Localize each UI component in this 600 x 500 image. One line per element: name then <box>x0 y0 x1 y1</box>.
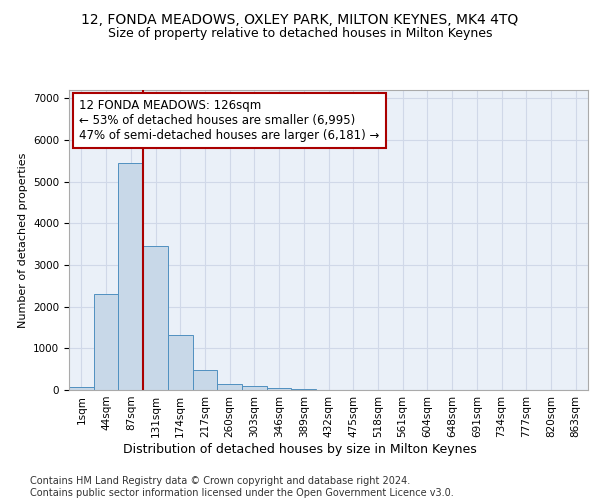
Y-axis label: Number of detached properties: Number of detached properties <box>17 152 28 328</box>
Bar <box>143 246 168 390</box>
Bar <box>217 384 242 390</box>
Bar <box>193 370 217 390</box>
Text: Distribution of detached houses by size in Milton Keynes: Distribution of detached houses by size … <box>123 442 477 456</box>
Bar <box>168 335 193 390</box>
Bar <box>94 294 118 390</box>
Text: 12 FONDA MEADOWS: 126sqm
← 53% of detached houses are smaller (6,995)
47% of sem: 12 FONDA MEADOWS: 126sqm ← 53% of detach… <box>79 99 380 142</box>
Bar <box>242 386 267 390</box>
Bar <box>292 389 316 390</box>
Bar <box>267 388 292 390</box>
Text: Contains HM Land Registry data © Crown copyright and database right 2024.
Contai: Contains HM Land Registry data © Crown c… <box>30 476 454 498</box>
Bar <box>69 387 94 390</box>
Bar <box>118 163 143 390</box>
Text: Size of property relative to detached houses in Milton Keynes: Size of property relative to detached ho… <box>108 28 492 40</box>
Text: 12, FONDA MEADOWS, OXLEY PARK, MILTON KEYNES, MK4 4TQ: 12, FONDA MEADOWS, OXLEY PARK, MILTON KE… <box>82 12 518 26</box>
